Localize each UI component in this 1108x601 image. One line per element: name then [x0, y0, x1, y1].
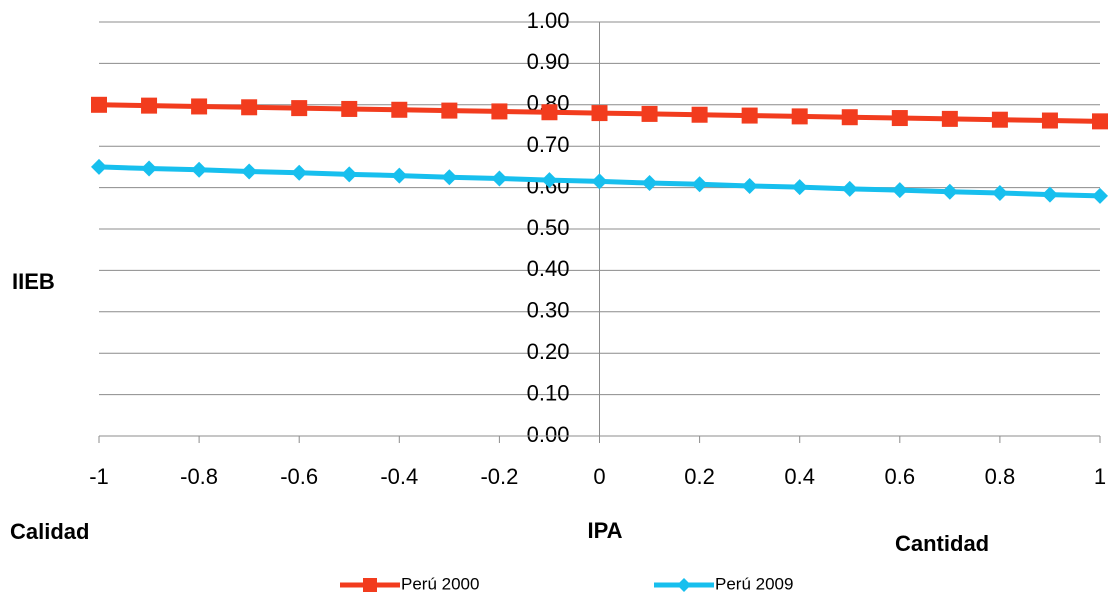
- marker: [641, 175, 658, 192]
- y-tick-label: 0.00: [527, 422, 570, 447]
- y-axis-label: IIEB: [12, 269, 55, 294]
- marker: [591, 105, 608, 122]
- marker: [191, 161, 208, 178]
- marker: [891, 110, 908, 127]
- marker: [241, 163, 258, 180]
- x-tick-label: -0.8: [180, 464, 218, 489]
- marker: [1092, 187, 1108, 204]
- y-tick-label: 0.70: [527, 132, 570, 157]
- x-tick-label: -0.2: [480, 464, 518, 489]
- marker: [291, 164, 308, 181]
- marker: [363, 578, 377, 592]
- marker: [841, 109, 858, 126]
- marker: [791, 108, 808, 125]
- marker: [677, 578, 691, 592]
- marker: [691, 106, 708, 123]
- marker: [341, 166, 358, 183]
- x-tick-label: 0.6: [885, 464, 916, 489]
- annotation: Calidad: [10, 519, 89, 544]
- marker: [441, 169, 458, 186]
- marker: [941, 110, 958, 127]
- marker: [791, 179, 808, 196]
- marker: [191, 98, 208, 115]
- marker: [991, 111, 1008, 128]
- x-tick-label: -1: [89, 464, 109, 489]
- marker: [491, 170, 508, 187]
- marker: [691, 176, 708, 193]
- marker: [1041, 112, 1058, 129]
- y-tick-label: 0.50: [527, 215, 570, 240]
- marker: [841, 180, 858, 197]
- y-tick-label: 0.30: [527, 298, 570, 323]
- legend-label: Perú 2009: [715, 574, 793, 593]
- marker: [1041, 186, 1058, 203]
- annotation: Cantidad: [895, 531, 989, 556]
- marker: [241, 99, 258, 116]
- x-tick-label: -0.4: [380, 464, 418, 489]
- x-tick-label: 0: [593, 464, 605, 489]
- marker: [141, 160, 158, 177]
- marker: [741, 177, 758, 194]
- marker: [891, 182, 908, 199]
- y-tick-label: 0.10: [527, 380, 570, 405]
- marker: [541, 172, 558, 189]
- marker: [91, 158, 107, 175]
- marker: [291, 100, 308, 117]
- x-tick-label: 0.4: [784, 464, 815, 489]
- x-tick-label: 1: [1094, 464, 1106, 489]
- x-axis-label: IPA: [587, 518, 622, 543]
- legend-label: Perú 2000: [401, 574, 479, 593]
- marker: [491, 103, 508, 120]
- y-tick-label: 0.40: [527, 256, 570, 281]
- marker: [141, 97, 158, 114]
- marker: [1092, 113, 1108, 130]
- marker: [741, 107, 758, 124]
- marker: [991, 184, 1008, 201]
- y-tick-label: 1.00: [527, 8, 570, 33]
- x-tick-label: -0.6: [280, 464, 318, 489]
- marker: [641, 105, 658, 122]
- y-tick-label: 0.90: [527, 49, 570, 74]
- marker: [391, 167, 408, 184]
- x-tick-label: 0.8: [985, 464, 1016, 489]
- marker: [541, 104, 558, 121]
- marker: [941, 183, 958, 200]
- marker: [591, 173, 608, 190]
- marker: [391, 101, 408, 118]
- marker: [91, 96, 107, 113]
- x-tick-label: 0.2: [684, 464, 715, 489]
- marker: [341, 100, 358, 117]
- y-tick-label: 0.20: [527, 339, 570, 364]
- marker: [441, 102, 458, 119]
